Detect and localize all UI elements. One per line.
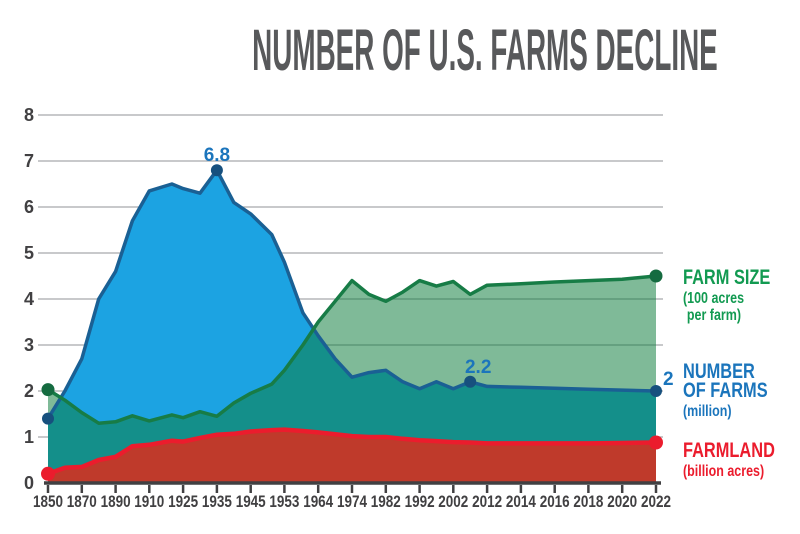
dot-farms-2007 <box>464 375 477 388</box>
dot-farmland-2022 <box>649 435 663 450</box>
line-farm-size <box>47 274 657 425</box>
chart-title: NUMBER OF U.S. FARMS DECLINE <box>252 18 718 83</box>
line-number-of-farms <box>46 168 657 420</box>
x-tick-label-1870: 1870 <box>67 492 97 511</box>
x-tick-label-1953: 1953 <box>269 492 299 511</box>
dot-farms-1935 <box>210 164 223 177</box>
x-tick-label-1935: 1935 <box>202 492 232 511</box>
x-tick-label-1982: 1982 <box>371 492 401 511</box>
line-farmland <box>47 427 657 476</box>
legend-farm-size-sublabel-2: per farm) <box>686 307 742 324</box>
legend-farmland-label: FARMLAND <box>683 439 775 462</box>
x-tick-label-2018: 2018 <box>573 492 603 511</box>
y-tick-label-0: 0 <box>24 473 34 493</box>
legend-number-of-farms-label-2: OF FARMS <box>683 379 768 402</box>
x-tick-label-1992: 1992 <box>405 492 435 511</box>
annotation-2: 2 <box>663 369 674 390</box>
annotation-6.8: 6.8 <box>204 145 230 166</box>
y-tick-label-8: 8 <box>24 105 34 125</box>
y-tick-label-6: 6 <box>24 197 34 217</box>
dot-farmland-1850 <box>41 466 55 481</box>
legend-farmland: FARMLAND (billion acres) <box>683 439 775 480</box>
y-tick-label-4: 4 <box>24 289 34 309</box>
x-tick-label-1890: 1890 <box>101 492 131 511</box>
annotation-2.2: 2.2 <box>465 357 491 378</box>
y-tick-label-3: 3 <box>24 335 34 355</box>
legend-number-of-farms-sublabel: (million) <box>683 403 732 420</box>
x-tick-label-1910: 1910 <box>134 492 164 511</box>
x-tick-label-2020: 2020 <box>607 492 637 511</box>
legend-number-of-farms: NUMBER OF FARMS (million) <box>683 360 768 420</box>
x-tick-label-2016: 2016 <box>540 492 570 511</box>
dot-farms-2022 <box>650 385 662 397</box>
legend-number-of-farms-label-1: NUMBER <box>683 360 755 383</box>
y-tick-label-7: 7 <box>24 151 34 171</box>
x-tick-label-1974: 1974 <box>337 492 367 511</box>
legend-farm-size-label: FARM SIZE <box>683 266 771 289</box>
x-tick-label-1945: 1945 <box>236 492 266 511</box>
area-farmland <box>48 429 656 483</box>
y-tick-label-2: 2 <box>24 381 34 401</box>
y-tick-label-5: 5 <box>24 243 34 263</box>
area-farm-size <box>48 276 656 483</box>
legend-farm-size: FARM SIZE (100 acres per farm) <box>683 266 771 324</box>
x-tick-label-1925: 1925 <box>168 492 198 511</box>
legend-farmland-sublabel: (billion acres) <box>683 463 765 480</box>
dot-farm_size-1850 <box>41 383 55 397</box>
x-tick-label-2002: 2002 <box>438 492 468 511</box>
legend-farm-size-sublabel-1: (100 acres <box>683 290 745 307</box>
chart-title-wrap: NUMBER OF U.S. FARMS DECLINE <box>0 22 760 80</box>
x-tick-label-2014: 2014 <box>506 492 536 511</box>
dot-farm_size-2022 <box>649 269 663 283</box>
x-tick-label-1850: 1850 <box>33 492 63 511</box>
x-tick-label-1964: 1964 <box>303 492 333 511</box>
x-tick-label-2012: 2012 <box>472 492 502 511</box>
dot-farms-1850 <box>42 412 54 425</box>
x-tick-label-2022: 2022 <box>641 492 671 511</box>
y-tick-label-1: 1 <box>24 427 34 447</box>
